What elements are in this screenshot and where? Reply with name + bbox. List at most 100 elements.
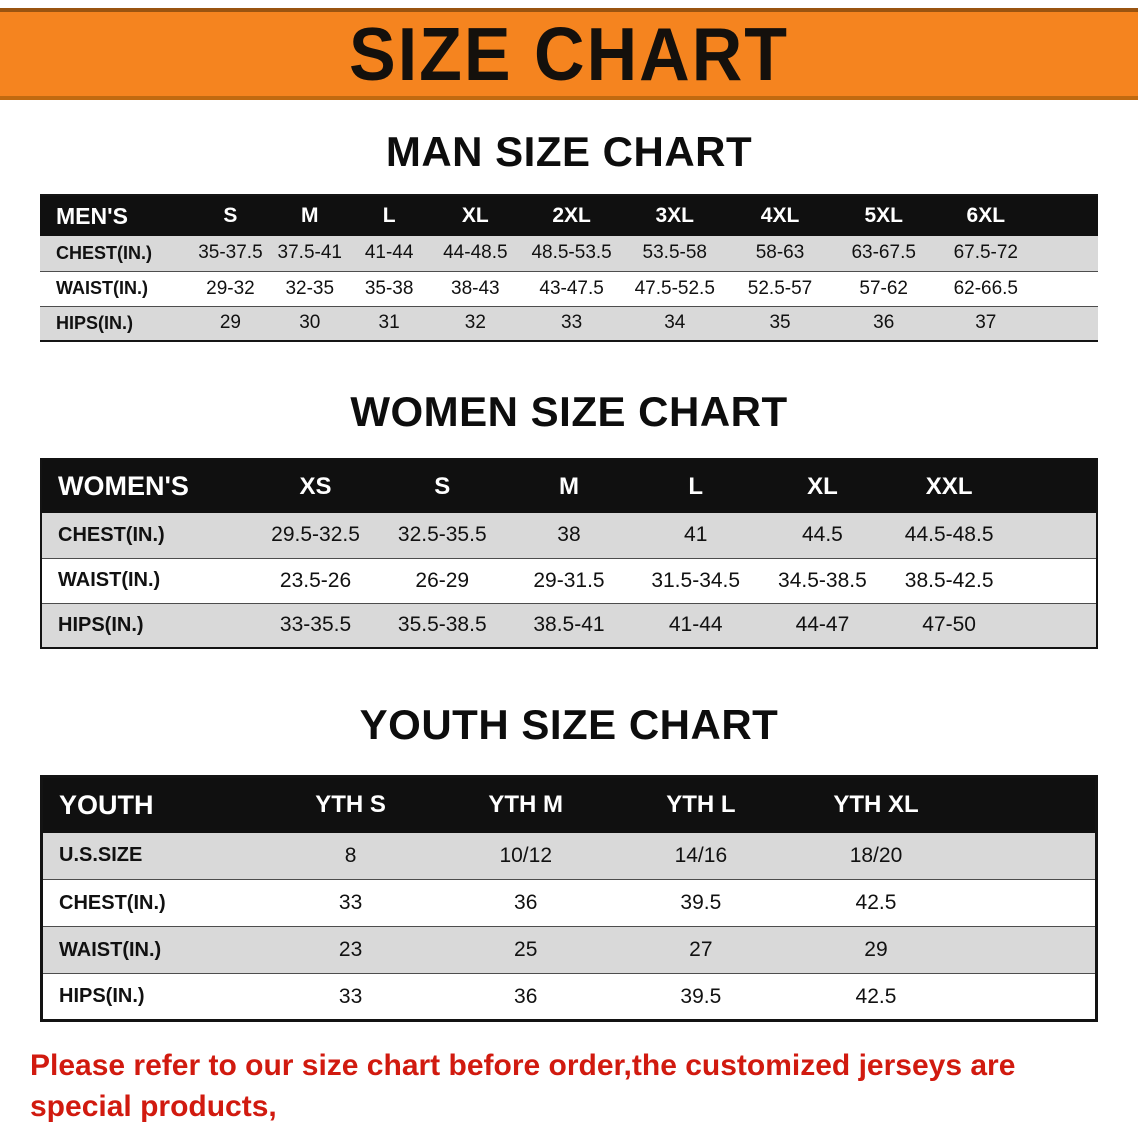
size-value: 41-44 [668,613,723,637]
size-value: 42.5 [855,984,897,1008]
size-value: 37 [975,312,997,334]
banner: SIZE CHART [0,8,1138,100]
size-value: 27 [689,938,713,961]
size-value: 33-35.5 [279,613,352,637]
size-value: 33 [338,984,363,1008]
women-heading: WOMEN SIZE CHART [350,388,788,435]
pad-cell [964,927,1097,974]
size-column-header: 3XL [621,195,728,236]
size-value: 47-50 [922,613,976,637]
size-value: 23.5-26 [279,568,352,592]
size-value: 35.5-38.5 [397,613,487,637]
size-column-header: S [190,195,271,236]
youth-section: YOUTH SIZE CHART YOUTH YTH S YTH M YTH L YTH… [0,701,1138,1022]
size-value: 32-35 [285,277,335,299]
table-corner-label: MEN'S [40,195,191,236]
size-value: 38 [557,523,581,547]
table-row: WAIST(IN.) 23.5-26 26-29 29-31.5 31.5-34.5 34… [41,558,1097,603]
pad-cell [1037,271,1098,306]
men-section: MAN SIZE CHART MEN'S S M L XL 2XL 3XL 4XL 5XL 6XL… [0,128,1138,342]
table-row: WAIST(IN.) 29-32 32-35 35-38 38-43 43-47.5 47.… [40,271,1098,306]
size-value: 34.5-38.5 [778,568,867,592]
table-row: HIPS(IN.) 29 30 31 32 33 34 35 36 37 [40,306,1098,341]
size-column-header: XL [759,459,886,513]
row-label: HIPS(IN.) [56,312,134,333]
size-value: 47.5-52.5 [634,277,715,299]
size-value: 57-62 [859,277,908,299]
size-value: 29 [219,312,241,334]
size-column-header: 2XL [521,195,622,236]
size-value: 30 [299,312,321,334]
size-value: 44-47 [795,613,850,637]
size-value: 29 [864,938,888,961]
size-value: 14/16 [674,843,728,867]
table-row: HIPS(IN.) 33-35.5 35.5-38.5 38.5-41 41-44 44-… [41,603,1097,648]
table-row: CHEST(IN.) 35-37.5 37.5-41 41-44 44-48.5 48.5… [40,236,1098,271]
pad-cell [964,833,1097,880]
size-value: 29-31.5 [533,568,605,592]
size-value: 41-44 [364,242,414,264]
row-label: CHEST(IN.) [56,242,152,263]
women-section: WOMEN SIZE CHART WOMEN'S XS S M L XL XXL CHEST(… [0,388,1138,649]
size-value: 44.5 [801,523,843,547]
size-column-header: 5XL [832,195,936,236]
size-column-header: 4XL [727,195,833,236]
pad-cell [1012,459,1097,513]
row-label: WAIST(IN.) [59,938,162,961]
pad-cell [1013,603,1098,648]
row-label: U.S.SIZE [59,844,143,867]
size-value: 36 [873,312,895,334]
size-value: 35-38 [364,277,414,299]
pad-cell [1013,558,1098,603]
youth-size-table: YOUTH YTH S YTH M YTH L YTH XL U.S.SIZE 8 10/12… [40,775,1098,1022]
table-corner-label: WOMEN'S [41,459,253,513]
row-label: HIPS(IN.) [59,985,145,1007]
size-column-header: 6XL [935,195,1037,236]
size-value: 29.5-32.5 [271,523,360,547]
table-header-row: MEN'S S M L XL 2XL 3XL 4XL 5XL 6XL [40,195,1098,236]
size-value: 44.5-48.5 [904,523,994,547]
size-value: 36 [514,891,538,914]
size-value: 38.5-41 [533,613,605,637]
size-value: 48.5-53.5 [531,242,612,264]
size-value: 23 [338,938,363,961]
size-column-header: XXL [885,459,1013,513]
size-value: 58-63 [755,242,805,264]
women-size-table: WOMEN'S XS S M L XL XXL CHEST(IN.) 29.5-32.5 32.5… [40,458,1098,649]
table-row: CHEST(IN.) 33 36 39.5 42.5 [41,880,1097,927]
size-value: 33 [561,312,583,334]
size-column-header: L [632,459,760,513]
size-value: 62-66.5 [953,277,1019,299]
size-column-header: M [270,195,349,236]
size-value: 52.5-57 [747,277,813,299]
size-value: 31 [378,312,400,334]
size-value: 67.5-72 [953,242,1019,264]
pad-cell [1037,236,1098,271]
row-label: CHEST(IN.) [58,523,165,546]
youth-heading: YOUTH SIZE CHART [359,701,779,748]
table-row: HIPS(IN.) 33 36 39.5 42.5 [41,974,1097,1021]
size-column-header: L [348,195,430,236]
pad-cell [1037,306,1098,341]
table-header-row: WOMEN'S XS S M L XL XXL [41,459,1097,513]
size-value: 53.5-58 [642,242,707,264]
size-value: 33 [338,891,363,914]
size-value: 10/12 [499,843,553,867]
pad-cell [964,974,1097,1021]
disclaimer: Please refer to our size chart before or… [0,1046,1138,1132]
pad-cell [964,880,1097,927]
size-value: 39.5 [680,984,722,1008]
table-row: WAIST(IN.) 23 25 27 29 [41,926,1097,974]
size-value: 31.5-34.5 [651,568,741,592]
size-column-header: XS [252,459,379,513]
table-row: CHEST(IN.) 29.5-32.5 32.5-35.5 38 41 44.5 44.5… [41,513,1097,558]
size-value: 63-67.5 [851,242,916,264]
table-header-row: YOUTH YTH S YTH M YTH L YTH XL [41,776,1097,833]
pad-cell [1036,195,1098,236]
pad-cell [963,776,1097,833]
men-heading: MAN SIZE CHART [385,128,753,175]
disclaimer-line1: Please refer to our size chart before or… [30,1049,1016,1123]
size-column-header: YTH M [438,776,614,833]
size-value: 29-32 [206,277,255,299]
